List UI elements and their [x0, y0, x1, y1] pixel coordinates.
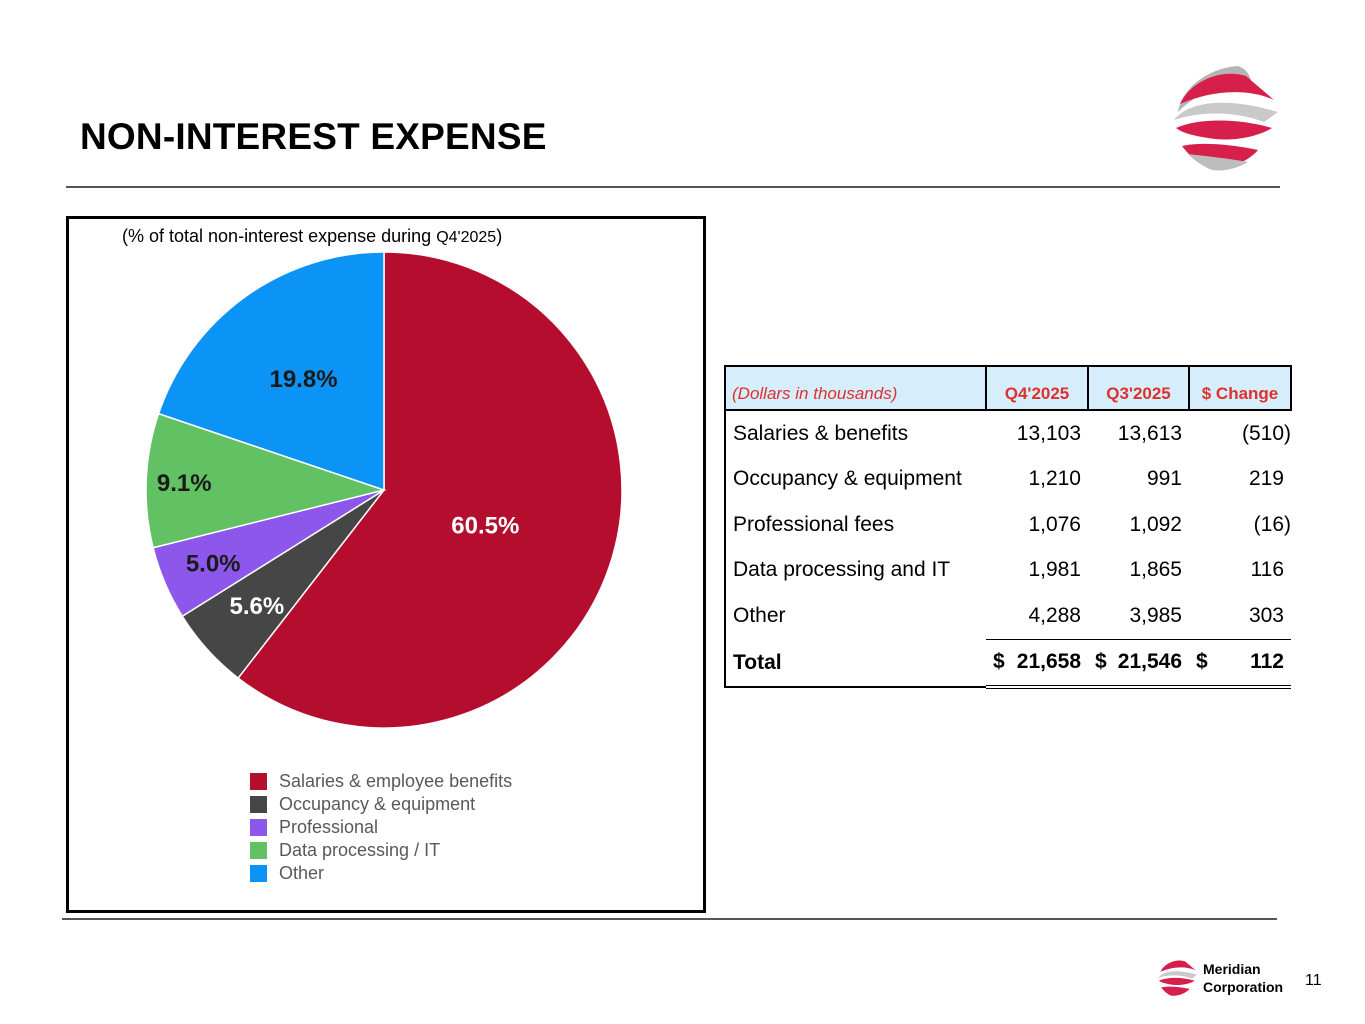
- page-number: 11: [1305, 972, 1322, 989]
- row-change: 116: [1250, 558, 1284, 582]
- header-divider: [66, 186, 1280, 188]
- row-change: 303: [1189, 593, 1291, 640]
- pie-label-data-processing: 9.1%: [157, 470, 212, 497]
- header-change: $ Change: [1188, 365, 1292, 411]
- pie-chart: 60.5% 5.6% 5.0% 9.1% 19.8%: [145, 251, 623, 729]
- row-q4: 1,981: [1028, 558, 1081, 582]
- company-logo: [1174, 66, 1278, 171]
- footer-divider: [62, 918, 1277, 920]
- table-row: Occupancy & equipment 1,210 991 219: [724, 456, 1291, 502]
- table-total-row: Total $21,658 $21,546 $112: [724, 639, 1291, 689]
- legend-swatch-professional: [250, 819, 267, 836]
- table-row: Other 4,288 3,985 303: [724, 593, 1291, 640]
- pie-label-salaries: 60.5%: [451, 513, 519, 540]
- expense-table: (Dollars in thousands) Q4'2025 Q3'2025 $…: [724, 365, 1292, 689]
- row-label: Salaries & benefits: [724, 410, 986, 457]
- row-change: (510): [1241, 421, 1291, 445]
- table-header-row: (Dollars in thousands) Q4'2025 Q3'2025 $…: [724, 365, 1292, 411]
- page-title: NON-INTEREST EXPENSE: [80, 116, 547, 157]
- legend-item-other: Other: [250, 862, 512, 885]
- chart-frame: [66, 216, 706, 913]
- total-change: $112: [1189, 639, 1291, 689]
- total-label: Total: [724, 639, 986, 688]
- legend-swatch-data-processing: [250, 842, 267, 859]
- legend-swatch-salaries: [250, 773, 267, 790]
- pie-slice-salaries: [237, 251, 623, 729]
- pie-label-other: 19.8%: [270, 366, 338, 393]
- row-q4: 13,103: [1016, 421, 1081, 445]
- row-label: Data processing and IT: [724, 547, 986, 593]
- row-q3: 1,865: [1129, 558, 1182, 582]
- row-q3: 991: [1146, 467, 1182, 491]
- row-label: Occupancy & equipment: [724, 456, 986, 502]
- pie-label-professional: 5.0%: [186, 551, 241, 578]
- footer-logo: [1158, 960, 1198, 996]
- legend-item-data-processing: Data processing / IT: [250, 839, 512, 862]
- row-change: 219: [1248, 467, 1284, 491]
- header-q3: Q3'2025: [1087, 365, 1189, 411]
- header-q4: Q4'2025: [985, 365, 1088, 411]
- row-q4: 1,210: [1028, 467, 1081, 491]
- table-row: Professional fees 1,076 1,092 (16): [724, 502, 1291, 548]
- footer-company-name: Meridian Corporation: [1203, 961, 1284, 995]
- legend-item-professional: Professional: [250, 816, 512, 839]
- legend-item-salaries: Salaries & employee benefits: [250, 770, 512, 793]
- table-row: Salaries & benefits 13,103 13,613 (510): [724, 410, 1291, 457]
- pie-slice-other: [157, 251, 385, 492]
- row-q4: 1,076: [1028, 512, 1081, 536]
- chart-legend: Salaries & employee benefits Occupancy &…: [250, 770, 512, 885]
- chart-title: (% of total non-interest expense during …: [122, 226, 503, 246]
- total-q4: $21,658: [986, 639, 1088, 689]
- table-row: Data processing and IT 1,981 1,865 116: [724, 547, 1291, 593]
- row-q3: 1,092: [1129, 512, 1182, 536]
- pie-label-occupancy: 5.6%: [230, 593, 285, 620]
- total-q3: $21,546: [1088, 639, 1189, 689]
- header-units: (Dollars in thousands): [724, 365, 986, 411]
- row-change: (16): [1253, 512, 1291, 536]
- legend-item-occupancy: Occupancy & equipment: [250, 793, 512, 816]
- row-label: Other: [724, 593, 986, 639]
- row-q3: 13,613: [1117, 421, 1182, 445]
- pie-slice-data-processing: [145, 412, 387, 549]
- row-label: Professional fees: [724, 502, 986, 548]
- legend-swatch-occupancy: [250, 796, 267, 813]
- legend-swatch-other: [250, 865, 267, 882]
- row-q3: 3,985: [1088, 593, 1189, 640]
- row-q4: 4,288: [986, 593, 1088, 640]
